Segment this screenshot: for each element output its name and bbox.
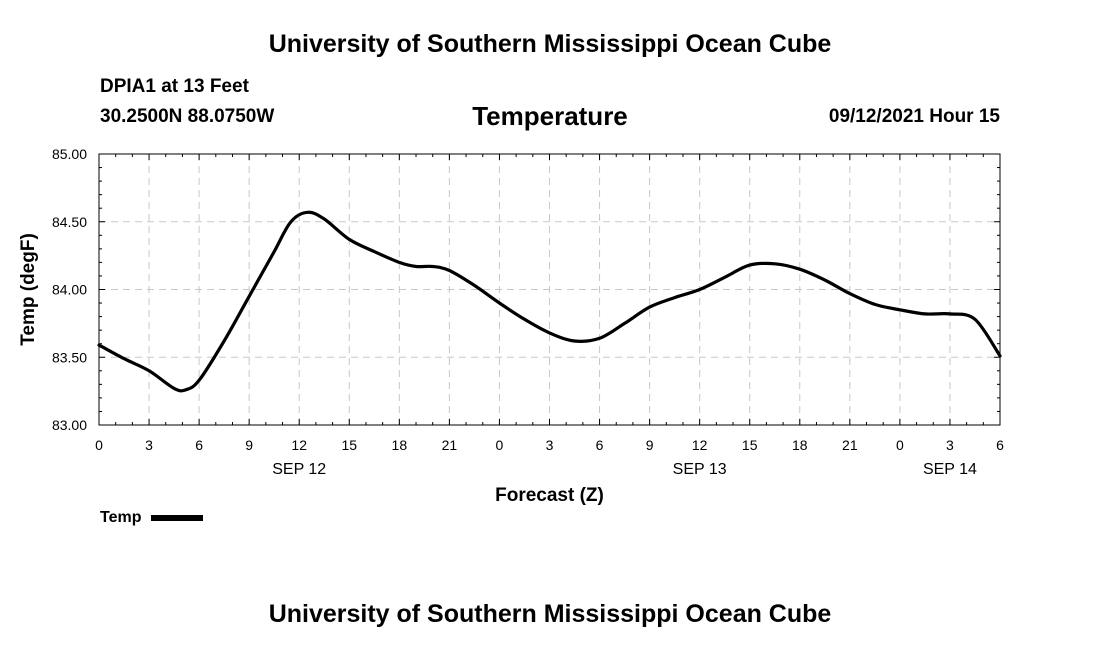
x-tick-label: 9: [245, 437, 253, 453]
tick-labels: 0 3 6 9 12 15 18 21 0 3 6 9 12 15 18 21 0 3 6 SEP 12 SEP 13 S…: [18, 146, 1004, 506]
page-title: University of Southern Mississippi Ocean…: [268, 30, 832, 58]
y-tick-label: 84.50: [52, 214, 87, 230]
x-date-label: SEP 12: [272, 461, 326, 478]
x-axis-title: Forecast (Z): [495, 485, 604, 506]
y-tick-label: 85.00: [52, 146, 87, 162]
y-tick-label: 84.00: [52, 282, 87, 298]
x-tick-label: 6: [996, 437, 1004, 453]
x-tick-label: 0: [496, 437, 504, 453]
legend-line-swatch: [151, 515, 204, 521]
x-tick-label: 6: [596, 437, 604, 453]
footer-title: University of Southern Mississippi Ocean…: [268, 600, 832, 628]
x-tick-label: 0: [95, 437, 103, 453]
x-tick-label: 15: [341, 437, 357, 453]
series: [97, 210, 1002, 393]
y-tick-label: 83.50: [52, 349, 87, 365]
legend-label: Temp: [100, 509, 142, 526]
y-axis-title: Temp (degF): [18, 233, 39, 346]
x-tick-label: 18: [792, 437, 808, 453]
x-tick-label: 3: [145, 437, 153, 453]
temp-series-line: [97, 210, 1002, 393]
x-tick-label: 21: [842, 437, 858, 453]
station-name: DPIA1 at 13 Feet: [100, 76, 249, 97]
x-date-label: SEP 14: [923, 461, 977, 478]
grid: [99, 154, 1000, 425]
x-tick-label: 12: [692, 437, 708, 453]
x-tick-label: 15: [742, 437, 758, 453]
station-coordinates: 30.2500N 88.0750W: [100, 106, 275, 127]
x-tick-label: 3: [946, 437, 954, 453]
x-tick-label: 3: [546, 437, 554, 453]
x-tick-label: 12: [291, 437, 307, 453]
x-tick-label: 18: [392, 437, 408, 453]
x-date-label: SEP 13: [673, 461, 727, 478]
x-tick-label: 9: [646, 437, 654, 453]
x-tick-label: 21: [442, 437, 458, 453]
forecast-datetime: 09/12/2021 Hour 15: [828, 106, 1000, 127]
legend: Temp: [100, 509, 204, 527]
chart-title: Temperature: [472, 101, 628, 131]
ticks: [98, 153, 1001, 426]
x-tick-label: 6: [195, 437, 203, 453]
y-tick-label: 83.00: [52, 417, 87, 433]
x-tick-label: 0: [896, 437, 904, 453]
